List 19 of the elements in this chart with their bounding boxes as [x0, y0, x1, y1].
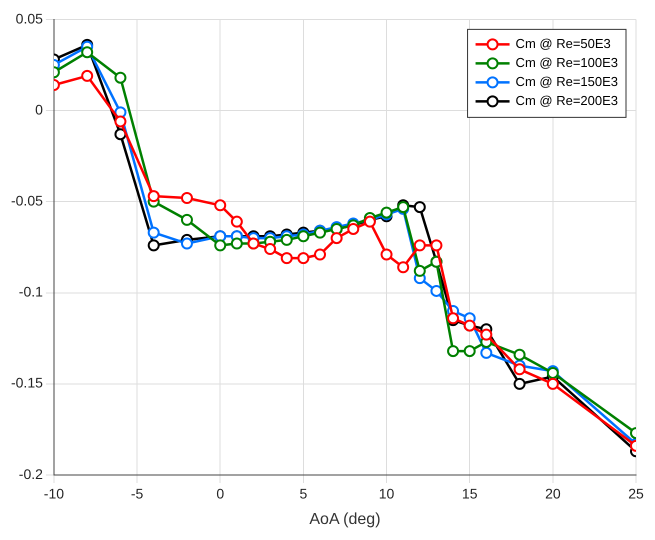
x-tick-label: 0	[216, 485, 224, 502]
legend-label: Cm @ Re=50E3	[516, 36, 611, 51]
x-tick-label: -10	[44, 485, 64, 502]
legend-label: Cm @ Re=100E3	[516, 54, 618, 70]
y-tick-label: -0.15	[10, 374, 44, 391]
y-tick-label: -0.1	[18, 284, 44, 300]
x-tick-label: 5	[299, 485, 308, 502]
y-tick-label: 0.05	[16, 10, 44, 26]
x-tick-label: 10	[378, 485, 395, 502]
x-tick-label: 25	[628, 485, 644, 502]
y-tick-label: -0.2	[18, 466, 44, 482]
x-axis-title: AoA (deg)	[309, 510, 381, 528]
legend-label: Cm @ Re=150E3	[516, 74, 618, 89]
x-tick-label: 20	[545, 485, 561, 502]
x-tick-label: -5	[130, 485, 144, 502]
legend-label: Cm @ Re=200E3	[516, 92, 618, 108]
x-tick-label: 15	[462, 485, 478, 502]
y-tick-label: 0	[35, 101, 44, 118]
y-tick-label: -0.05	[10, 192, 44, 208]
